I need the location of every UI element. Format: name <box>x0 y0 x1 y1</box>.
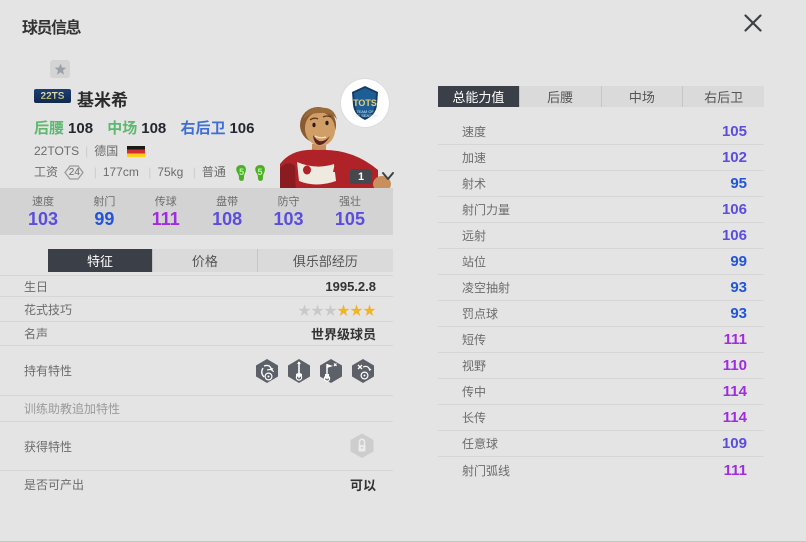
svg-text:THE SEASON: THE SEASON <box>352 113 378 118</box>
svg-text:TOTS: TOTS <box>353 98 377 108</box>
